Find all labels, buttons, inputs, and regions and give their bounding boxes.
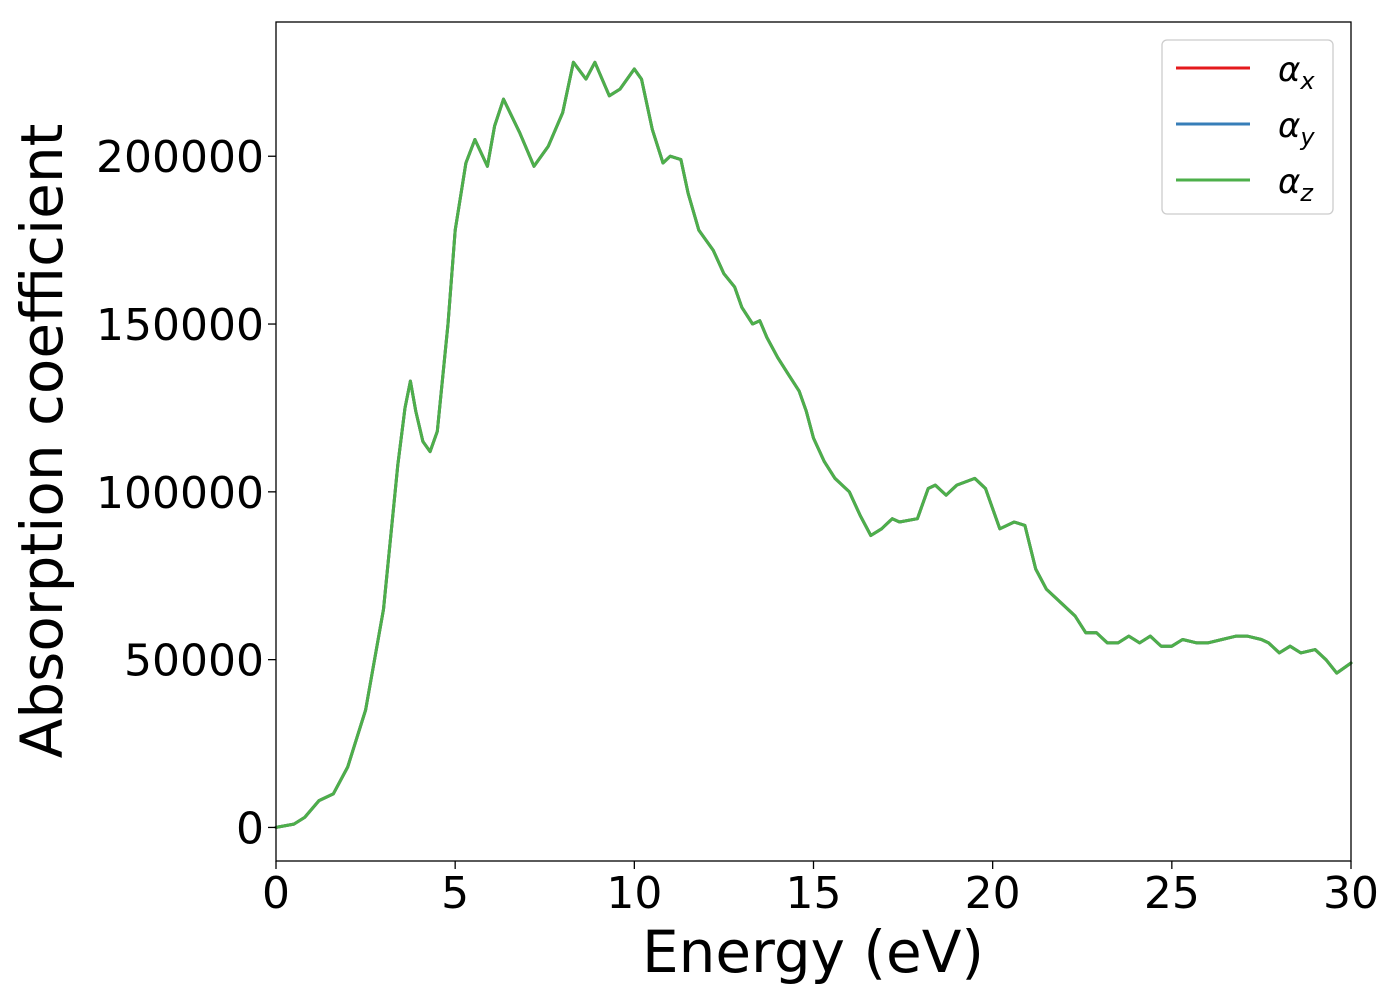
y-tick-label: 50000 (124, 636, 264, 687)
x-tick-label: 5 (441, 868, 469, 919)
y-tick-label: 200000 (96, 132, 264, 183)
y-tick-label: 150000 (96, 300, 264, 351)
y-axis-label: Absorption coefficient (8, 124, 76, 759)
series-lines (274, 60, 1353, 829)
x-tick-label: 25 (1144, 868, 1200, 919)
x-tick-label: 30 (1323, 868, 1379, 919)
y-axis: 0 50000 100000 150000 200000 (96, 132, 276, 854)
x-tick-label: 15 (786, 868, 842, 919)
x-tick-label: 20 (965, 868, 1021, 919)
x-axis-label: Energy (eV) (642, 918, 984, 986)
series-line-alpha-z (274, 60, 1353, 829)
legend-box (1161, 39, 1334, 215)
y-tick-label: 0 (236, 803, 264, 854)
x-tick-label: 10 (606, 868, 662, 919)
x-tick-label: 0 (262, 868, 290, 919)
y-tick-label: 100000 (96, 468, 264, 519)
x-axis: 0 5 10 15 20 25 30 (262, 861, 1379, 919)
